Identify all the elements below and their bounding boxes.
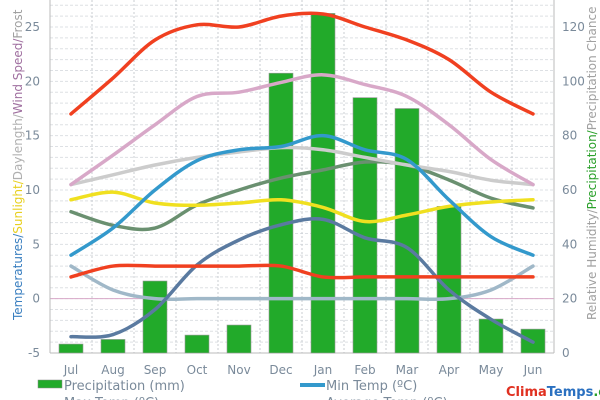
left-tick-label: 5 bbox=[32, 237, 40, 251]
x-tick-label: Mar bbox=[396, 363, 419, 377]
left-axis-title-part: Daylength/ bbox=[11, 113, 25, 180]
left-tick-label: 10 bbox=[25, 183, 40, 197]
right-tick-label: 80 bbox=[562, 129, 577, 143]
right-axis-title-part: Precipitation/ bbox=[585, 129, 599, 209]
x-tick-label: Oct bbox=[187, 363, 208, 377]
series-line bbox=[69, 11, 535, 116]
x-tick-label: Sep bbox=[144, 363, 167, 377]
x-tick-label: Nov bbox=[227, 363, 250, 377]
right-axis-title-part: Precipitation Chance bbox=[585, 7, 599, 131]
logo-part: Temps bbox=[547, 385, 594, 400]
precipitation-bar bbox=[352, 97, 378, 354]
left-tick-label: 20 bbox=[25, 74, 40, 88]
logo-part: .com bbox=[593, 385, 600, 400]
right-tick-label: 100 bbox=[562, 74, 585, 88]
precipitation-bar bbox=[100, 339, 126, 354]
left-axis-title-part: Temperatures/ bbox=[11, 233, 25, 321]
x-tick-label: Apr bbox=[439, 363, 460, 377]
legend-label: Max Temp (ºC) bbox=[64, 396, 159, 400]
series-line bbox=[69, 263, 535, 280]
left-axis-title-part: Sunlight/ bbox=[11, 179, 25, 233]
series-line bbox=[69, 133, 535, 257]
x-tick-label: Feb bbox=[354, 363, 375, 377]
logo-part: Clima bbox=[506, 385, 547, 400]
series-line bbox=[69, 190, 535, 224]
precipitation-bar bbox=[184, 334, 210, 354]
series-line bbox=[69, 145, 535, 187]
legend-label: Precipitation (mm) bbox=[64, 379, 185, 394]
legend-swatch-bar bbox=[37, 379, 63, 389]
left-tick-label: -5 bbox=[28, 346, 40, 360]
right-tick-label: 60 bbox=[562, 183, 577, 197]
series-line bbox=[69, 159, 535, 232]
left-axis-title-part: Wind Speed/ bbox=[11, 38, 25, 115]
left-axis-title: Temperatures/Sunlight/Daylength/Wind Spe… bbox=[11, 9, 25, 321]
legend-label: Average Temp (ºC) bbox=[326, 396, 448, 400]
x-tick-label: Aug bbox=[101, 363, 124, 377]
x-tick-label: Jul bbox=[63, 363, 78, 377]
right-axis-title: Relative Humidity/Precipitation/Precipit… bbox=[585, 7, 599, 320]
right-axis-title-part: Relative Humidity/ bbox=[585, 208, 599, 320]
series-line bbox=[69, 217, 535, 344]
right-tick-label: 120 bbox=[562, 20, 585, 34]
x-tick-label: Jun bbox=[523, 363, 543, 377]
precipitation-bar bbox=[58, 343, 84, 354]
precipitation-bar bbox=[226, 324, 252, 354]
right-tick-label: 40 bbox=[562, 237, 577, 251]
legend-label: Min Temp (ºC) bbox=[326, 379, 417, 394]
precipitation-bar bbox=[394, 108, 420, 354]
precipitation-bar bbox=[310, 13, 336, 354]
left-tick-label: 0 bbox=[32, 292, 40, 306]
series-line bbox=[69, 73, 535, 187]
left-axis-title-part: Frost bbox=[11, 9, 25, 38]
climatemps-logo: ClimaTemps.com bbox=[506, 385, 600, 400]
left-tick-label: 25 bbox=[25, 20, 40, 34]
right-tick-label: 20 bbox=[562, 292, 577, 306]
precipitation-bar bbox=[268, 72, 294, 354]
x-tick-label: May bbox=[479, 363, 504, 377]
series-line bbox=[69, 264, 535, 302]
right-tick-label: 0 bbox=[562, 346, 570, 360]
x-tick-label: Dec bbox=[269, 363, 292, 377]
x-tick-label: Jan bbox=[313, 363, 333, 377]
left-tick-label: 15 bbox=[25, 129, 40, 143]
